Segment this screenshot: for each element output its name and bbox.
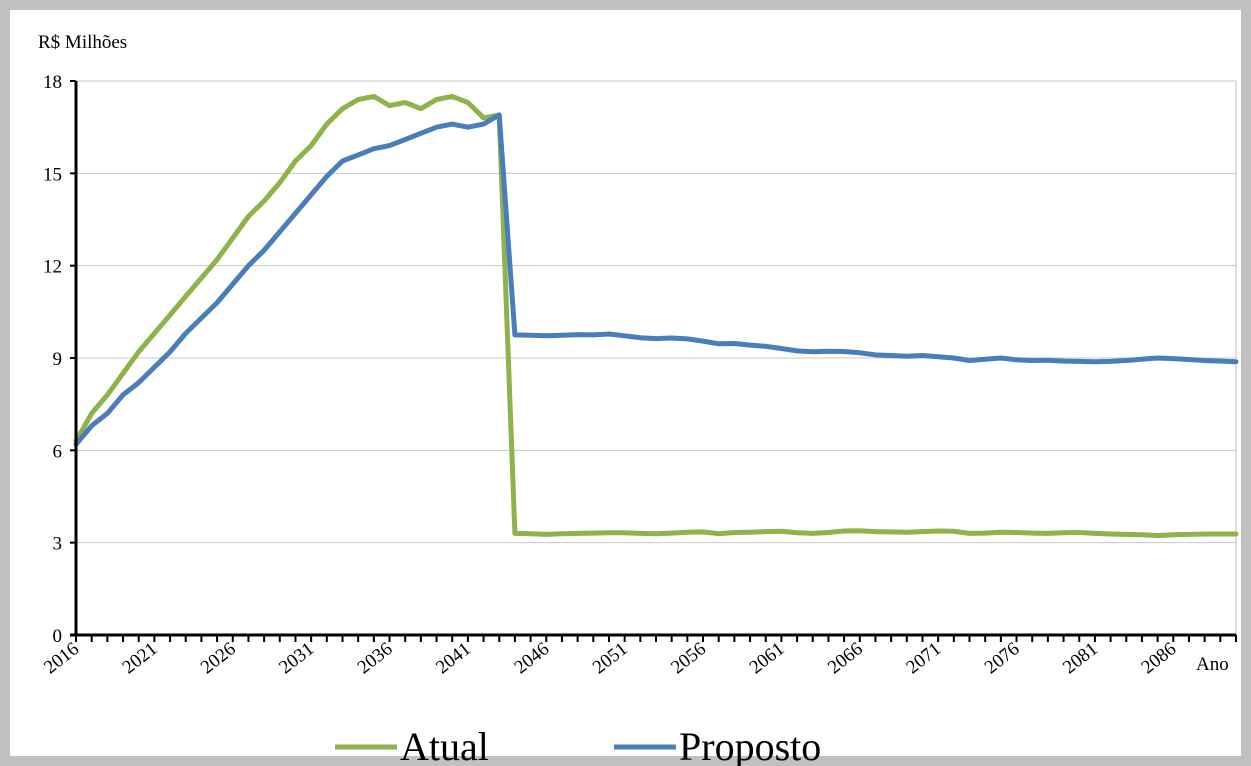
x-tick-label: 2041	[432, 638, 475, 678]
legend-label-proposto: Proposto	[679, 724, 821, 766]
y-tick-label: 9	[53, 349, 63, 370]
legend-label-atual: Atual	[400, 724, 489, 766]
y-tick-label: 15	[43, 164, 62, 185]
x-tick-label: 2026	[197, 638, 240, 678]
x-axis-label: Ano	[1196, 654, 1229, 675]
x-tick-labels: 2016 2021 2026 2031 2036 2041 2046 2051 2056 2061…	[40, 638, 1180, 678]
x-tick-label: 2016	[40, 638, 83, 678]
y-tick-labels: 0 3 6 9 12 15 18	[43, 72, 62, 647]
x-tick-label: 2051	[589, 638, 632, 678]
axes	[70, 80, 1237, 642]
y-tick-label: 18	[43, 72, 62, 93]
y-tick-label: 6	[53, 441, 63, 462]
x-tick-label: 2036	[354, 638, 397, 678]
x-tick-label: 2021	[119, 638, 162, 678]
y-axis-label: R$ Milhões	[38, 32, 127, 53]
x-tick-label: 2086	[1138, 638, 1181, 678]
x-tick-label: 2076	[981, 638, 1024, 678]
gridlines	[75, 80, 1237, 636]
y-tick-label: 3	[53, 534, 63, 555]
series-line-atual	[73, 93, 1239, 539]
series-line-proposto	[73, 112, 1239, 447]
x-tick-label: 2081	[1059, 638, 1102, 678]
x-tick-label: 2071	[902, 638, 945, 678]
legend: Atual Proposto	[335, 724, 821, 766]
y-tick-label: 0	[53, 626, 63, 647]
x-tick-label: 2046	[510, 638, 553, 678]
y-tick-label: 12	[43, 257, 62, 278]
x-tick-label: 2056	[667, 638, 710, 678]
x-tick-label: 2066	[824, 638, 867, 678]
x-tick-label: 2061	[746, 638, 789, 678]
x-tick-label: 2031	[275, 638, 318, 678]
series-lines	[73, 93, 1239, 539]
